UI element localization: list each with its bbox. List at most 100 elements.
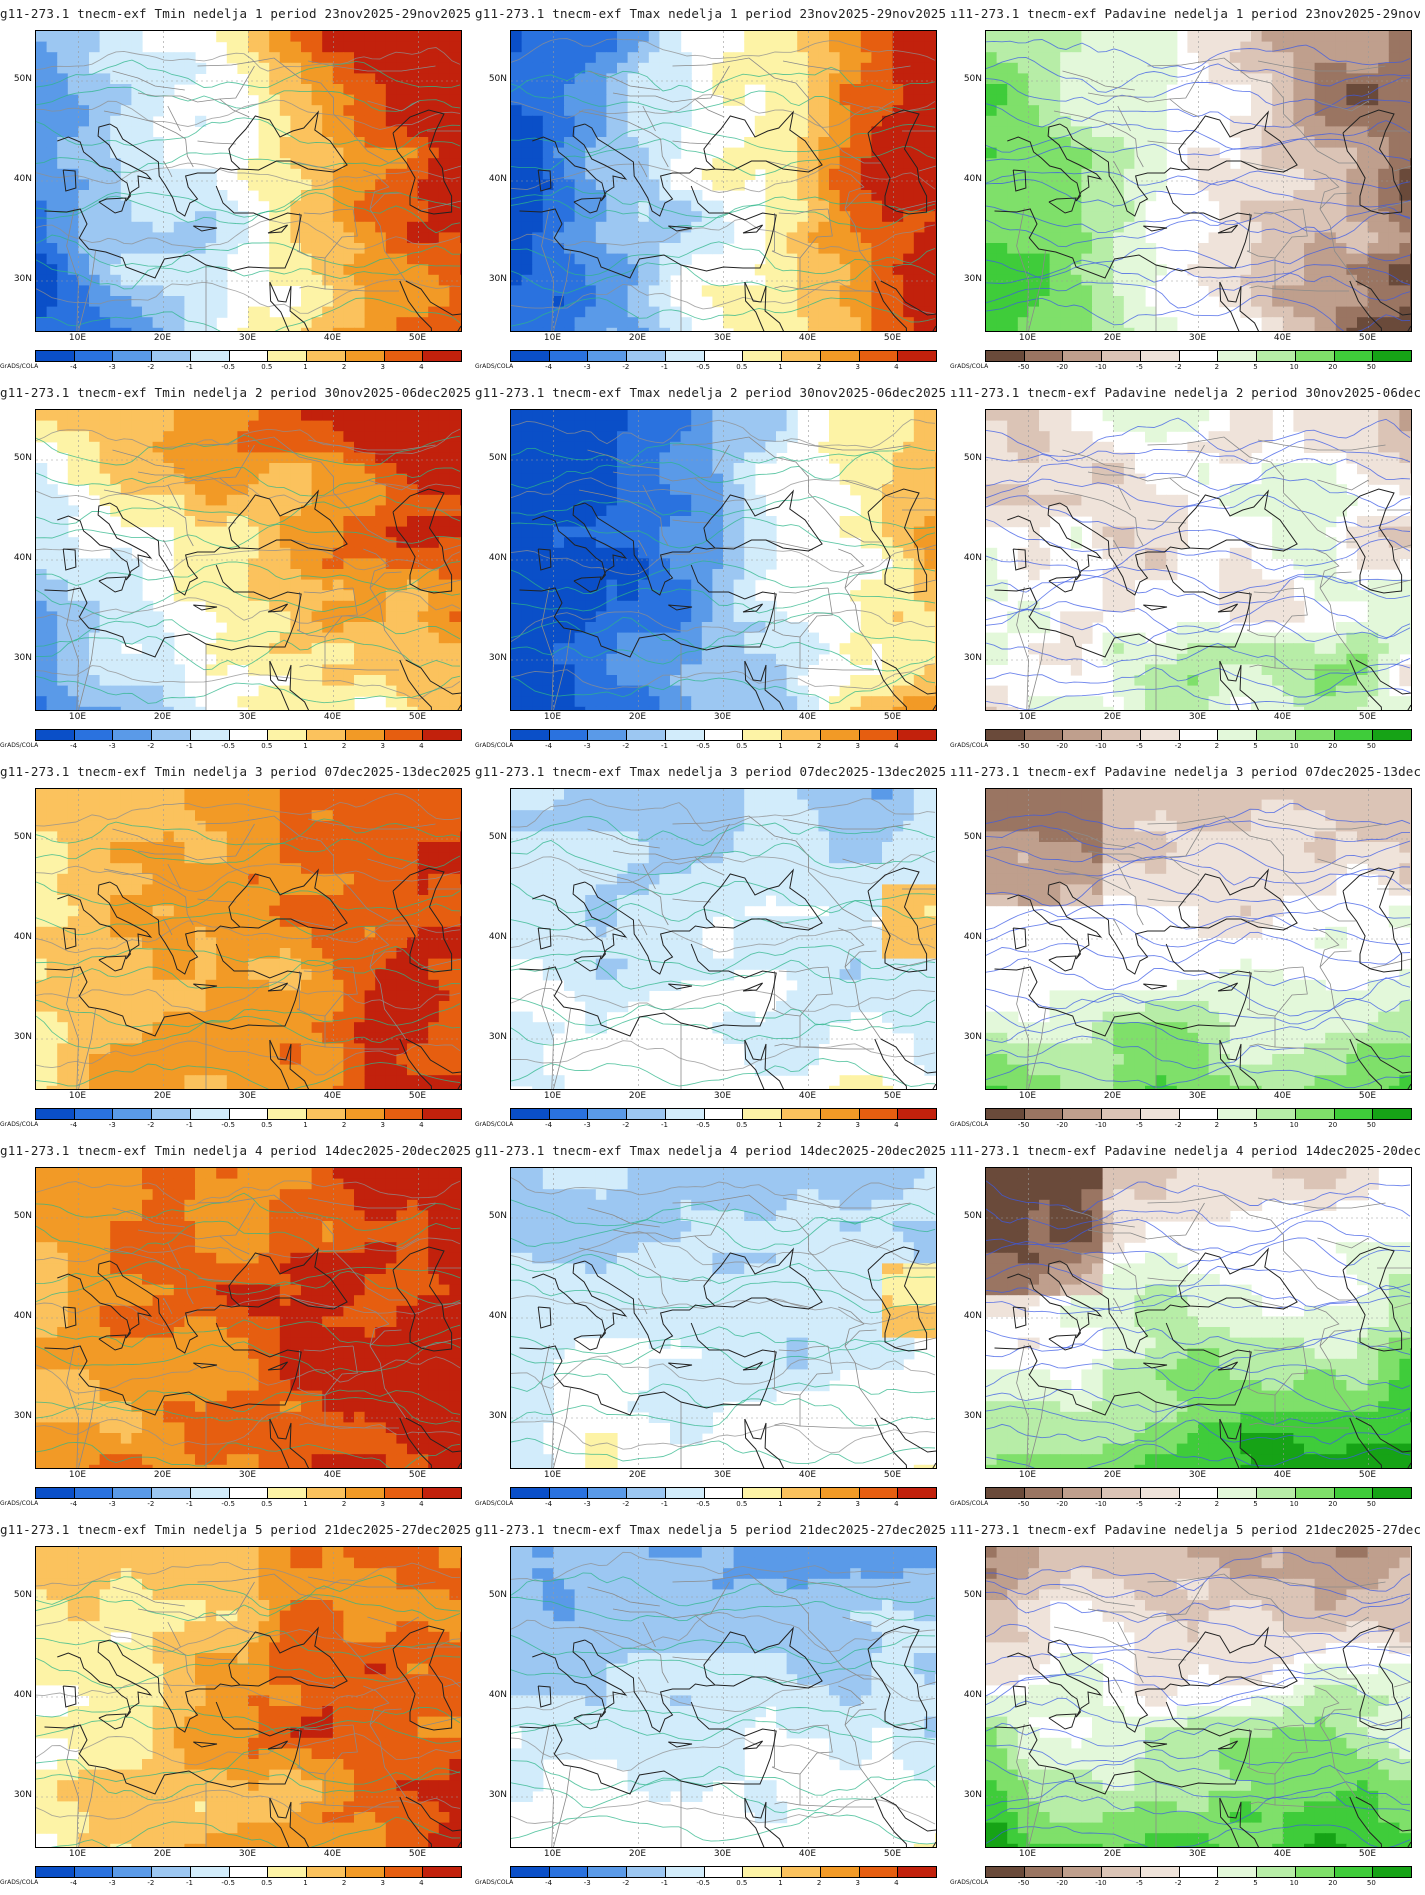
colorbar-segment bbox=[665, 1867, 705, 1877]
colorbar-label: -5 bbox=[1136, 1121, 1144, 1129]
colorbar-segment bbox=[345, 1109, 385, 1119]
longitude-label: 40E bbox=[323, 1091, 342, 1101]
colorbar-segment bbox=[1179, 1488, 1219, 1498]
colorbar-label: -10 bbox=[1095, 742, 1107, 750]
colorbar-label: -20 bbox=[1056, 363, 1068, 371]
longitude-label: 40E bbox=[1273, 333, 1292, 343]
latitude-label: 40N bbox=[963, 1311, 982, 1321]
colorbar-segment bbox=[113, 351, 153, 361]
colorbar-label: 10 bbox=[1289, 742, 1299, 750]
latitude-label: 40N bbox=[488, 1690, 507, 1700]
colorbar-segment bbox=[743, 1867, 783, 1877]
colorbar-label: 4 bbox=[419, 1121, 424, 1129]
colorbar-label: -3 bbox=[108, 742, 116, 750]
colorbar-segment bbox=[1373, 1867, 1412, 1877]
longitude-label: 50E bbox=[408, 1470, 427, 1480]
colorbar-segment bbox=[36, 1109, 75, 1119]
colorbar-label: 0.5 bbox=[736, 1879, 748, 1887]
colorbar-label: 0.5 bbox=[261, 1121, 273, 1129]
longitude-label: 20E bbox=[153, 333, 172, 343]
longitude-label: 30E bbox=[1188, 712, 1207, 722]
colorbar-label: -2 bbox=[1174, 1121, 1182, 1129]
colorbar-label: 0.5 bbox=[261, 742, 273, 750]
colorbar-segment bbox=[307, 1867, 346, 1877]
colorbar-label: -1 bbox=[186, 1500, 194, 1508]
colorbar-label: -4 bbox=[70, 742, 78, 750]
colorbar-segment bbox=[1373, 730, 1412, 740]
colorbar-segment bbox=[152, 351, 191, 361]
colorbar-label: -4 bbox=[70, 1879, 78, 1887]
colorbar-label: 2 bbox=[1214, 742, 1220, 750]
colorbar bbox=[985, 350, 1412, 362]
colorbar-segment bbox=[1295, 1867, 1335, 1877]
colorbar-segment bbox=[229, 1488, 269, 1498]
map-panel-precip-week-5: ı11-273.1 tnecm-exf Padavine nedelja 5 p… bbox=[950, 1516, 1425, 1895]
grads-credit: GrADS/COLA bbox=[475, 1879, 514, 1886]
longitude-label: 40E bbox=[1273, 712, 1292, 722]
colorbar-label: 4 bbox=[894, 1879, 899, 1887]
precip-anomaly-field bbox=[986, 1168, 1411, 1468]
tmin-anomaly-field bbox=[36, 789, 461, 1089]
latitude-label: 30N bbox=[963, 274, 982, 284]
precip-anomaly-field bbox=[986, 31, 1411, 331]
colorbar-label: -2 bbox=[147, 363, 155, 371]
colorbar-label: -0.5 bbox=[221, 1879, 235, 1887]
longitude-label: 10E bbox=[543, 333, 562, 343]
tmax-anomaly-field bbox=[511, 1547, 936, 1847]
colorbar-label: -20 bbox=[1056, 1879, 1068, 1887]
colorbar-label: 0.5 bbox=[736, 363, 748, 371]
map-frame bbox=[35, 1167, 462, 1469]
colorbar-segment bbox=[152, 1867, 191, 1877]
colorbar-label: 1 bbox=[778, 363, 783, 371]
colorbar-segment bbox=[898, 351, 937, 361]
colorbar-segment bbox=[1257, 351, 1296, 361]
colorbar-label: -2 bbox=[622, 1879, 630, 1887]
colorbar-label: -3 bbox=[583, 1879, 591, 1887]
latitude-label: 50N bbox=[963, 1211, 982, 1221]
latitude-label: 50N bbox=[488, 453, 507, 463]
colorbar-segment bbox=[549, 1488, 589, 1498]
colorbar-label: -2 bbox=[147, 1879, 155, 1887]
colorbar-segment bbox=[549, 730, 589, 740]
longitude-label: 40E bbox=[1273, 1091, 1292, 1101]
map-panel-tmin-week-5: g11-273.1 tnecm-exf Tmin nedelja 5 perio… bbox=[0, 1516, 475, 1895]
colorbar-segment bbox=[190, 351, 230, 361]
map-frame bbox=[35, 30, 462, 332]
colorbar bbox=[985, 1108, 1412, 1120]
longitude-label: 20E bbox=[1103, 712, 1122, 722]
panel-title: ı11-273.1 tnecm-exf Padavine nedelja 2 p… bbox=[950, 385, 1420, 400]
map-panel-tmin-week-4: g11-273.1 tnecm-exf Tmin nedelja 4 perio… bbox=[0, 1137, 475, 1516]
colorbar-label: 4 bbox=[419, 742, 424, 750]
latitude-label: 50N bbox=[13, 453, 32, 463]
colorbar-label: 4 bbox=[419, 363, 424, 371]
colorbar-label: -2 bbox=[147, 742, 155, 750]
latitude-label: 30N bbox=[963, 1790, 982, 1800]
map-panel-tmax-week-5: g11-273.1 tnecm-exf Tmax nedelja 5 perio… bbox=[475, 1516, 950, 1895]
colorbar-label: -1 bbox=[661, 1879, 669, 1887]
grads-credit: GrADS/COLA bbox=[0, 1879, 39, 1886]
colorbar-label: -0.5 bbox=[696, 1121, 710, 1129]
latitude-label: 30N bbox=[963, 1411, 982, 1421]
colorbar-label: 3 bbox=[855, 1121, 860, 1129]
longitude-label: 50E bbox=[1358, 1849, 1377, 1859]
latitude-label: 50N bbox=[13, 1211, 32, 1221]
colorbar-label: -2 bbox=[147, 1500, 155, 1508]
map-frame bbox=[985, 788, 1412, 1090]
colorbar-segment bbox=[627, 1867, 666, 1877]
latitude-label: 40N bbox=[963, 553, 982, 563]
colorbar-segment bbox=[820, 1867, 860, 1877]
colorbar-label: 3 bbox=[380, 1500, 385, 1508]
map-panel-tmin-week-2: g11-273.1 tnecm-exf Tmin nedelja 2 perio… bbox=[0, 379, 475, 758]
map-panel-precip-week-3: ı11-273.1 tnecm-exf Padavine nedelja 3 p… bbox=[950, 758, 1425, 1137]
grads-credit: GrADS/COLA bbox=[950, 363, 989, 370]
colorbar-label: 4 bbox=[894, 742, 899, 750]
longitude-label: 50E bbox=[883, 333, 902, 343]
longitude-label: 10E bbox=[1018, 1849, 1037, 1859]
colorbar-segment bbox=[152, 1109, 191, 1119]
map-frame bbox=[510, 788, 937, 1090]
colorbar-label: 1 bbox=[303, 1879, 308, 1887]
colorbar-label: -3 bbox=[583, 742, 591, 750]
longitude-label: 10E bbox=[1018, 712, 1037, 722]
colorbar-segment bbox=[627, 730, 666, 740]
grads-credit: GrADS/COLA bbox=[0, 1121, 39, 1128]
